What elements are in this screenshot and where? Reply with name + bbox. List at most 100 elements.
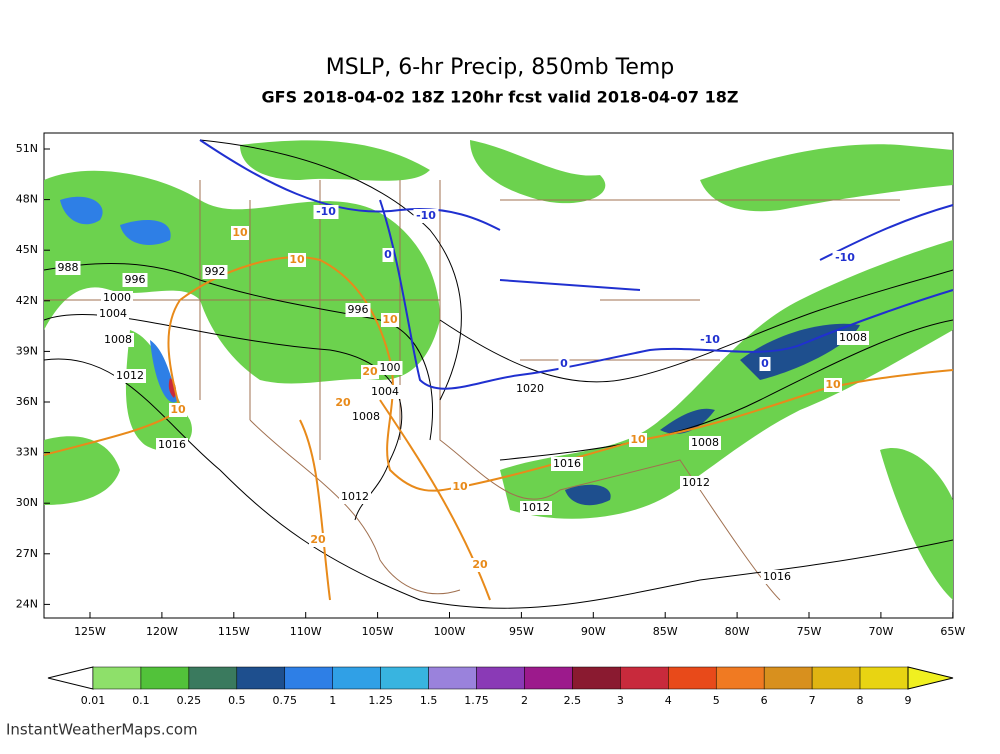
- colorbar-box: [332, 666, 381, 690]
- contour-label-bg: [451, 480, 469, 494]
- contour-label: 1012: [522, 501, 550, 514]
- contour-label: 20: [335, 396, 351, 409]
- lon-label: 105W: [362, 625, 394, 638]
- contour-label: 0: [560, 357, 568, 370]
- colorbar-label: 7: [809, 694, 816, 707]
- contour-label: 10: [630, 433, 646, 446]
- colorbar-label: 1.25: [368, 694, 393, 707]
- colorbar-label: 0.75: [273, 694, 298, 707]
- colorbar-label: 0.5: [228, 694, 246, 707]
- contour-label: -10: [416, 209, 436, 222]
- subtitle: GFS 2018-04-02 18Z 120hr fcst valid 2018…: [262, 88, 739, 107]
- lat-label: 45N: [16, 243, 38, 256]
- contour-label-bg: [156, 438, 188, 452]
- lat-label: 24N: [16, 597, 38, 610]
- colorbar-box: [715, 666, 765, 690]
- colorbar-box: [380, 666, 429, 690]
- colorbar-label: 0.25: [177, 694, 202, 707]
- contour-label: 1004: [99, 307, 127, 320]
- isobars: [43, 139, 954, 609]
- contour-label: 20: [310, 533, 326, 546]
- contour-label-bg: [832, 251, 858, 265]
- contour-label: 100: [380, 361, 401, 374]
- contour-label-bg: [101, 291, 133, 305]
- contour-label-bg: [339, 490, 371, 504]
- colorbar-box: [811, 666, 861, 690]
- colorbar-label: 9: [905, 694, 912, 707]
- contour-label-bg: [558, 357, 570, 371]
- colorbar-box: [572, 666, 621, 690]
- contour-label-bg: [202, 265, 228, 279]
- lat-label: 33N: [16, 446, 38, 459]
- colorbar-box: [524, 666, 573, 690]
- colorbar-arrow-low: [47, 666, 94, 690]
- colorbar-label: 2: [521, 694, 528, 707]
- contour-label-bg: [413, 209, 439, 223]
- lat-label: 39N: [16, 344, 38, 357]
- lon-label: 95W: [509, 625, 534, 638]
- lon-label: 65W: [940, 625, 965, 638]
- contour-label: 1016: [553, 457, 581, 470]
- contour-label: 1008: [691, 436, 719, 449]
- map-area: 9889969921000100410081012101699610041008…: [43, 132, 954, 619]
- lon-label: 125W: [74, 625, 106, 638]
- lon-label: 90W: [581, 625, 606, 638]
- colorbar-box: [859, 666, 909, 690]
- contour-label-bg: [231, 226, 249, 240]
- contour-label: 20: [472, 558, 488, 571]
- contour-label-bg: [697, 333, 723, 347]
- contour-label: 1012: [682, 476, 710, 489]
- contour-label: 10: [825, 378, 841, 391]
- contour-label: 10: [170, 403, 186, 416]
- contour-label: 1008: [839, 331, 867, 344]
- contour-label-bg: [313, 205, 339, 219]
- contour-label: 992: [205, 265, 226, 278]
- contour-label-bg: [761, 570, 793, 584]
- contour-label: 1008: [352, 410, 380, 423]
- contour-label: 988: [58, 261, 79, 274]
- colorbar-label: 4: [665, 694, 672, 707]
- precip-areas: [44, 140, 953, 600]
- colorbar-label: 3: [617, 694, 624, 707]
- contour-label-bg: [114, 369, 146, 383]
- contour-label: 1016: [763, 570, 791, 583]
- contour-label-bg: [361, 365, 379, 379]
- colorbar-box: [236, 666, 286, 690]
- contour-label: 1016: [158, 438, 186, 451]
- contour-label-bg: [169, 403, 187, 417]
- contour-label-bg: [520, 501, 552, 515]
- contour-labels: 9889969921000100410081012101699610041008…: [55, 205, 869, 584]
- contour-label-bg: [377, 361, 403, 375]
- colorbar-label: 2.5: [564, 694, 582, 707]
- lon-label: 100W: [434, 625, 466, 638]
- lon-label: 75W: [797, 625, 822, 638]
- colorbar-label: 0.01: [81, 694, 106, 707]
- contour-label: 1008: [104, 333, 132, 346]
- contour-label: 10: [289, 253, 305, 266]
- contour-label-bg: [334, 396, 352, 410]
- colorbar-box: [476, 666, 525, 690]
- contour-label-bg: [102, 333, 134, 347]
- contour-label: 0: [384, 248, 392, 261]
- footer: InstantWeatherMaps.com: [6, 721, 198, 739]
- contour-label-bg: [369, 385, 401, 399]
- contour-label: -10: [316, 205, 336, 218]
- contour-label: 1004: [371, 385, 399, 398]
- colorbar-box: [188, 666, 238, 690]
- contour-label-bg: [382, 248, 394, 262]
- contour-label: 1000: [103, 291, 131, 304]
- lat-label: 36N: [16, 395, 38, 408]
- colorbar-label: 1.75: [464, 694, 489, 707]
- colorbar: 0.01 0.1 0.25 0.5 0.75 1 1.25 1.5 1.75 2 2.5 3 4 5 6 7 8…: [47, 666, 954, 707]
- contour-label-bg: [689, 436, 721, 450]
- isotherms-cold: [199, 139, 954, 390]
- contour-label: 1012: [341, 490, 369, 503]
- colorbar-box: [620, 666, 669, 690]
- lon-label: 80W: [725, 625, 750, 638]
- contour-label-bg: [345, 303, 371, 317]
- colorbar-box: [763, 666, 813, 690]
- contour-label-bg: [309, 533, 327, 547]
- colorbar-box: [140, 666, 190, 690]
